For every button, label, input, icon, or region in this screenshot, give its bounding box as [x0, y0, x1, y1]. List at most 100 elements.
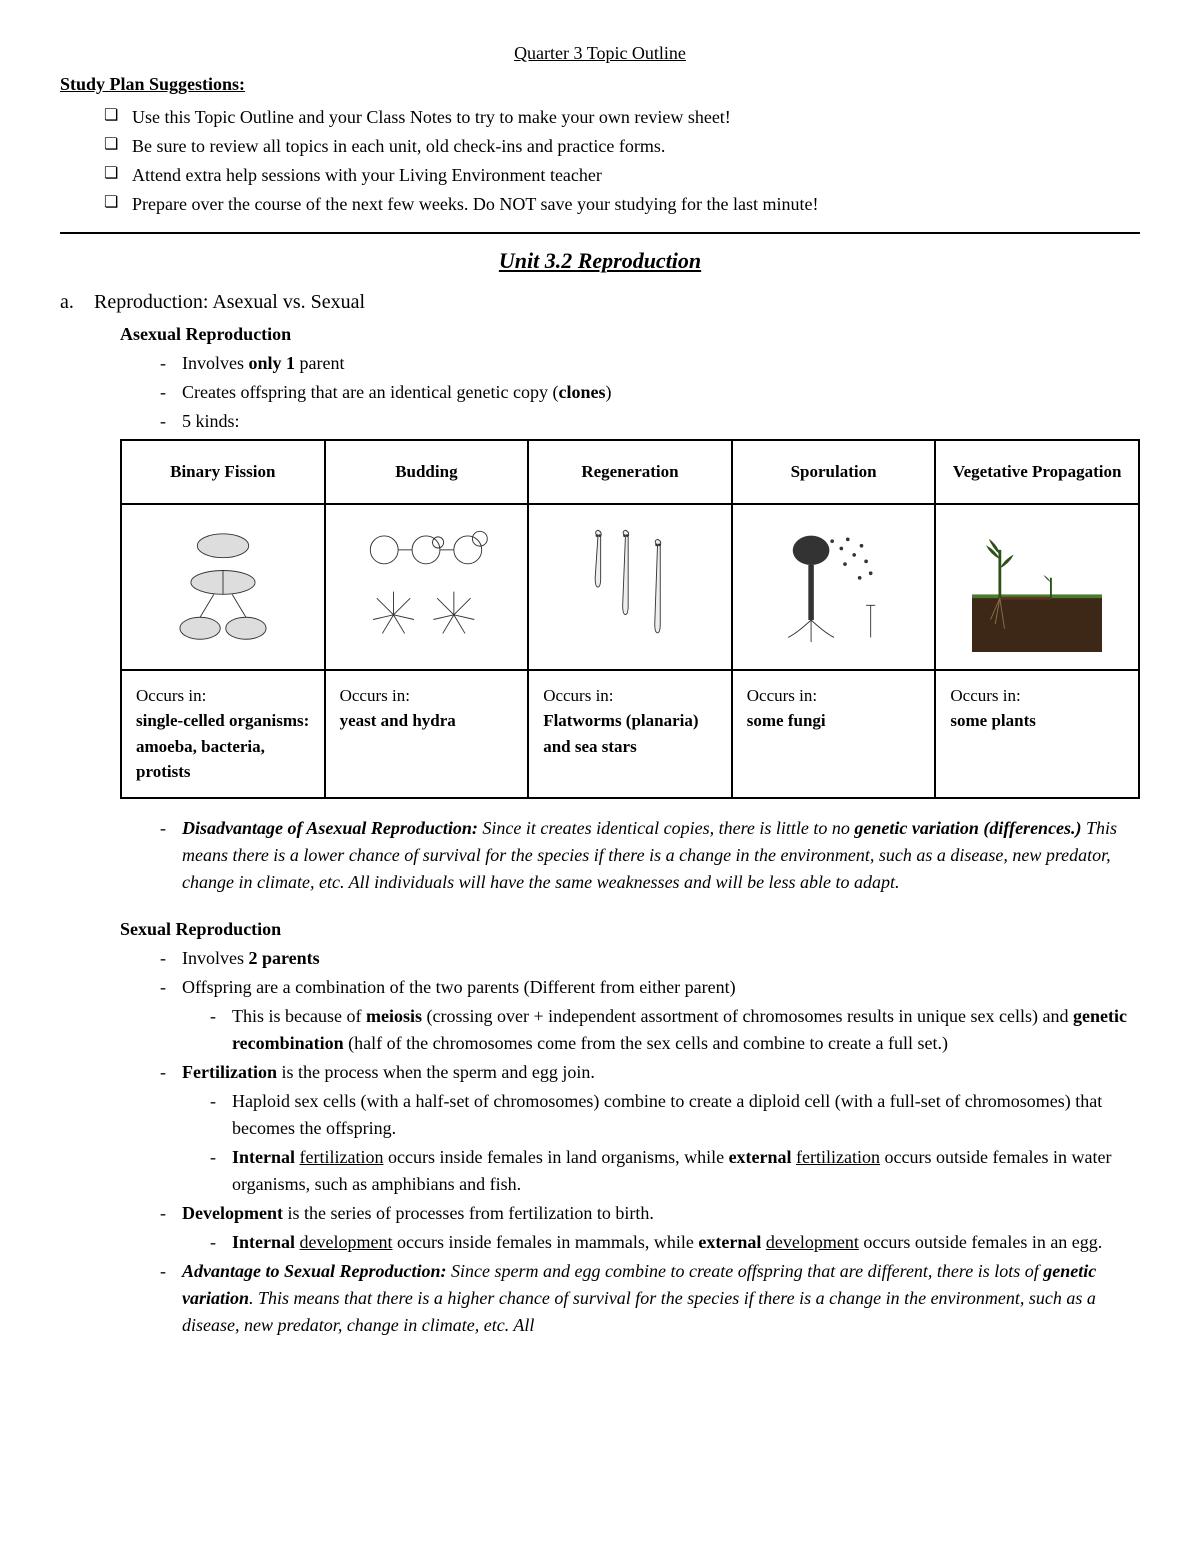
- text: (crossing over + independent assortment …: [422, 1006, 1073, 1026]
- sexual-advantage: Advantage to Sexual Reproduction: Since …: [160, 1258, 1140, 1339]
- occurs-text: single-celled organisms: amoeba, bacteri…: [136, 711, 309, 781]
- unit-title: Unit 3.2 Reproduction: [60, 244, 1140, 277]
- asexual-bullet: 5 kinds:: [160, 408, 1140, 435]
- text: occurs inside females in mammals, while: [392, 1232, 698, 1252]
- text-bold: Internal: [232, 1147, 295, 1167]
- text-bold: external: [698, 1232, 761, 1252]
- item-label: Reproduction: Asexual vs. Sexual: [94, 287, 365, 317]
- sexual-bullets-3: Development is the series of processes f…: [60, 1200, 1140, 1227]
- table-cell: Occurs in: single-celled organisms: amoeb…: [121, 670, 325, 798]
- sexual-sub-bullets-2: Haploid sex cells (with a half-set of ch…: [60, 1088, 1140, 1198]
- vegetative-propagation-diagram: [950, 517, 1124, 657]
- sexual-sub-bullets-3: Internal development occurs inside femal…: [60, 1229, 1140, 1256]
- text: parent: [295, 353, 344, 373]
- suggestions-header: Study Plan Suggestions:: [60, 71, 1140, 98]
- text-bold: Development: [182, 1203, 283, 1223]
- occurs-label: Occurs in:: [543, 686, 613, 705]
- table-cell: Occurs in: Flatworms (planaria) and sea s…: [528, 670, 732, 798]
- budding-icon: [361, 517, 491, 657]
- occurs-label: Occurs in:: [340, 686, 410, 705]
- note-text: Since it creates identical copies, there…: [482, 818, 854, 838]
- asexual-bullet: Involves only 1 parent: [160, 350, 1140, 377]
- sexual-bullet: Involves 2 parents: [160, 945, 1140, 972]
- occurs-text: some plants: [950, 711, 1035, 730]
- table-cell: Occurs in: some plants: [935, 670, 1139, 798]
- budding-diagram-cell: [325, 504, 529, 670]
- regeneration-diagram-cell: [528, 504, 732, 670]
- text: ): [606, 382, 612, 402]
- occurs-text: some fungi: [747, 711, 826, 730]
- text-bold: meiosis: [366, 1006, 422, 1026]
- sexual-bullets-2: Fertilization is the process when the sp…: [60, 1059, 1140, 1086]
- text: occurs inside females in land organisms,…: [383, 1147, 728, 1167]
- note-bold: genetic variation (differences.): [854, 818, 1081, 838]
- text-bold: 2 parents: [249, 948, 320, 968]
- item-letter: a.: [60, 287, 82, 317]
- sexual-bullets: Involves 2 parents Offspring are a combi…: [60, 945, 1140, 1001]
- suggestions-list: Use this Topic Outline and your Class No…: [60, 104, 1140, 218]
- sporulation-icon: [779, 517, 889, 657]
- text-underline: fertilization: [300, 1147, 384, 1167]
- table-header: Budding: [325, 440, 529, 504]
- occurs-label: Occurs in:: [950, 686, 1020, 705]
- table-header: Regeneration: [528, 440, 732, 504]
- regeneration-diagram: [543, 517, 717, 657]
- table-header: Vegetative Propagation: [935, 440, 1139, 504]
- text: Involves: [182, 948, 249, 968]
- table-header: Sporulation: [732, 440, 936, 504]
- regeneration-icon: [575, 517, 685, 657]
- sexual-bullet: Fertilization is the process when the sp…: [160, 1059, 1140, 1086]
- occurs-text: Flatworms (planaria) and sea stars: [543, 711, 698, 756]
- table-cell: Occurs in: some fungi: [732, 670, 936, 798]
- sexual-bullet: Development is the series of processes f…: [160, 1200, 1140, 1227]
- asexual-bullets: Involves only 1 parent Creates offspring…: [60, 350, 1140, 435]
- sporulation-diagram: [747, 517, 921, 657]
- binary-fission-diagram: [136, 517, 310, 657]
- text-bold: clones: [559, 382, 606, 402]
- occurs-label: Occurs in:: [136, 686, 206, 705]
- text: This is because of: [232, 1006, 366, 1026]
- table-cell: Occurs in: yeast and hydra: [325, 670, 529, 798]
- text: occurs outside females in an egg.: [859, 1232, 1102, 1252]
- doc-title: Quarter 3 Topic Outline: [60, 40, 1140, 67]
- outline-item-a: a. Reproduction: Asexual vs. Sexual: [60, 287, 1140, 317]
- suggestion-item: Be sure to review all topics in each uni…: [104, 133, 1140, 160]
- text-bold: only 1: [249, 353, 296, 373]
- suggestion-item: Attend extra help sessions with your Liv…: [104, 162, 1140, 189]
- note-label: Advantage to Sexual Reproduction:: [182, 1261, 451, 1281]
- vegetative-icon: [972, 517, 1102, 657]
- text-bold: external: [729, 1147, 792, 1167]
- text: Creates offspring that are an identical …: [182, 382, 559, 402]
- sporulation-diagram-cell: [732, 504, 936, 670]
- asexual-types-table: Binary Fission Budding Regeneration Spor…: [120, 439, 1140, 799]
- occurs-label: Occurs in:: [747, 686, 817, 705]
- sexual-heading: Sexual Reproduction: [120, 916, 1140, 943]
- suggestion-item: Use this Topic Outline and your Class No…: [104, 104, 1140, 131]
- note-text: . This means that there is a higher chan…: [182, 1288, 1096, 1335]
- sexual-sub-bullet: Haploid sex cells (with a half-set of ch…: [210, 1088, 1140, 1142]
- sexual-sub-bullet: This is because of meiosis (crossing ove…: [210, 1003, 1140, 1057]
- occurs-text: yeast and hydra: [340, 711, 456, 730]
- note-label: Disadvantage of Asexual Reproduction:: [182, 818, 482, 838]
- fission-icon: [168, 517, 278, 657]
- text-underline: development: [300, 1232, 393, 1252]
- sexual-sub-bullet: Internal development occurs inside femal…: [210, 1229, 1140, 1256]
- asexual-heading: Asexual Reproduction: [120, 321, 1140, 348]
- suggestion-item: Prepare over the course of the next few …: [104, 191, 1140, 218]
- sexual-sub-bullet: Internal fertilization occurs inside fem…: [210, 1144, 1140, 1198]
- sexual-sub-bullets: This is because of meiosis (crossing ove…: [60, 1003, 1140, 1057]
- asexual-bullet: Creates offspring that are an identical …: [160, 379, 1140, 406]
- text: is the series of processes from fertiliz…: [283, 1203, 654, 1223]
- text: (half of the chromosomes come from the s…: [344, 1033, 948, 1053]
- vegetative-diagram-cell: [935, 504, 1139, 670]
- divider: [60, 232, 1140, 234]
- binary-fission-diagram-cell: [121, 504, 325, 670]
- budding-diagram: [340, 517, 514, 657]
- text-underline: fertilization: [796, 1147, 880, 1167]
- text-bold: Internal: [232, 1232, 295, 1252]
- sexual-bullets-4: Advantage to Sexual Reproduction: Since …: [60, 1258, 1140, 1339]
- text-bold: Fertilization: [182, 1062, 277, 1082]
- text: Involves: [182, 353, 249, 373]
- note-text: Since sperm and egg combine to create of…: [451, 1261, 1043, 1281]
- text: is the process when the sperm and egg jo…: [277, 1062, 595, 1082]
